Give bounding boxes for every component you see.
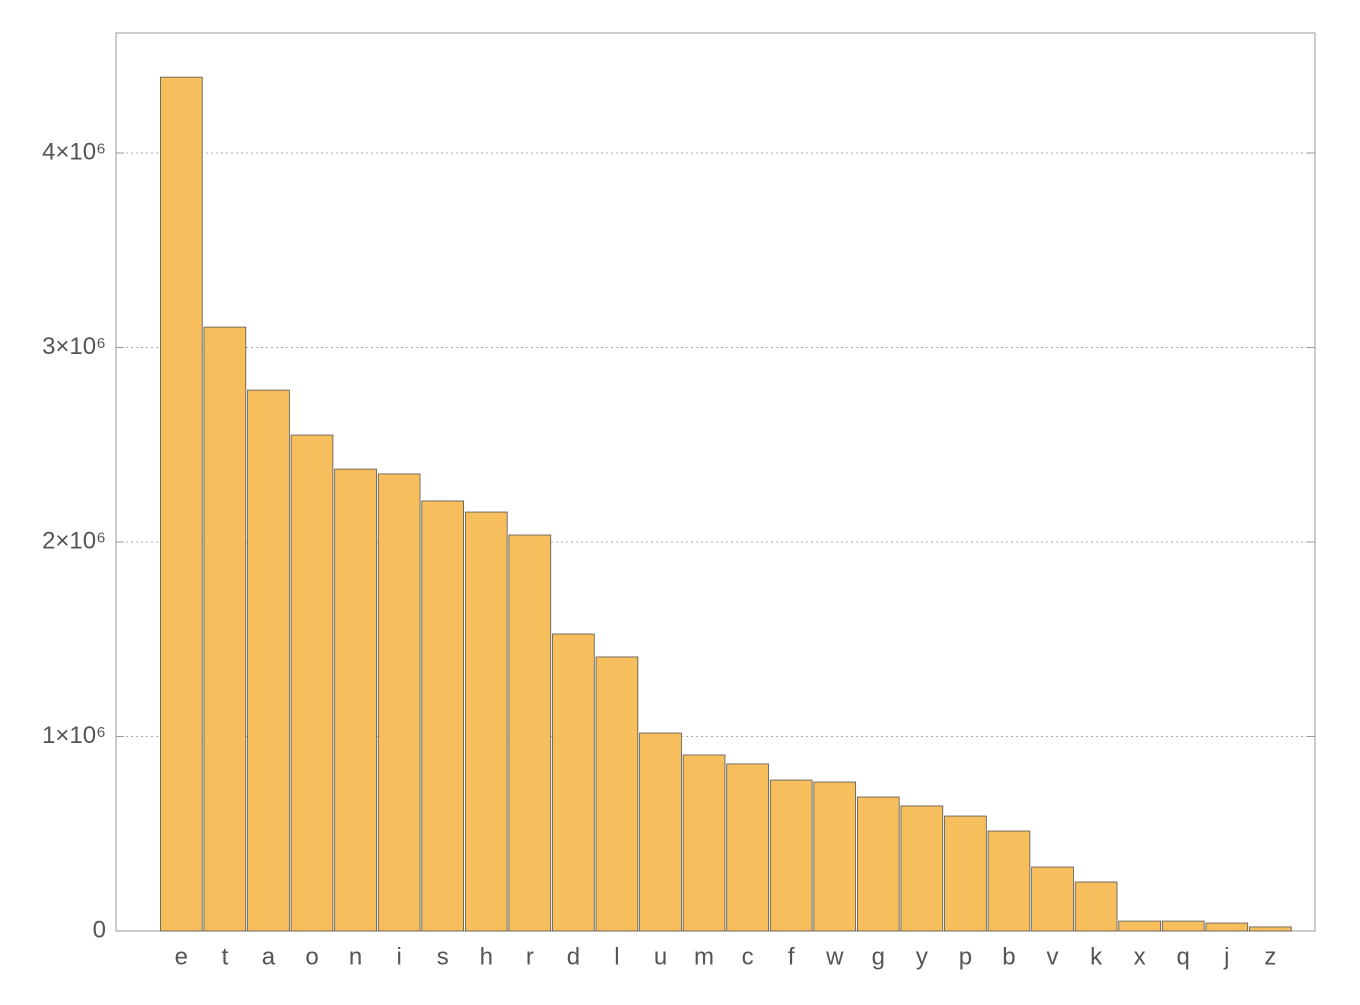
y-tick-label: 3×10⁶ [42, 333, 106, 360]
x-tick-label: r [526, 943, 534, 970]
x-tick-label: o [305, 943, 318, 970]
bar [1161, 920, 1205, 932]
bar [987, 830, 1031, 932]
x-tick-label: b [1002, 943, 1015, 970]
x-tick-label: p [959, 943, 972, 970]
x-tick-label: e [175, 943, 188, 970]
bar [552, 633, 595, 932]
y-tick-label: 0 [93, 916, 106, 943]
bar [639, 732, 682, 932]
x-tick-label: t [222, 943, 229, 970]
x-tick-label: x [1134, 943, 1146, 970]
bar [160, 76, 203, 932]
x-tick-label: d [567, 943, 580, 970]
bar [334, 468, 377, 932]
x-tick-label: m [694, 943, 714, 970]
y-tick-label: 4×10⁶ [42, 138, 106, 165]
x-tick-label: l [614, 943, 619, 970]
bar [595, 656, 639, 932]
x-tick-label: h [480, 943, 493, 970]
bar [813, 781, 857, 932]
bar [856, 796, 900, 932]
x-tick-label: k [1090, 943, 1103, 970]
bar [726, 763, 769, 932]
x-tick-label: u [654, 943, 667, 970]
bar [464, 511, 508, 932]
bar [377, 473, 421, 932]
x-tick-label: z [1264, 943, 1276, 970]
y-tick-label: 1×10⁶ [42, 722, 106, 749]
bar [1118, 920, 1161, 932]
bar [247, 389, 290, 932]
bar [1031, 866, 1074, 932]
x-tick-label: f [788, 943, 795, 970]
bar [900, 805, 944, 932]
x-tick-label: a [262, 943, 276, 970]
x-tick-label: j [1223, 943, 1229, 970]
bar [769, 779, 813, 932]
x-tick-label: g [872, 943, 885, 970]
x-tick-label: y [916, 943, 928, 970]
x-tick-label: i [396, 943, 401, 970]
bar [682, 754, 726, 932]
x-tick-label: q [1177, 943, 1190, 970]
bar [508, 534, 552, 932]
bar [290, 434, 334, 932]
bar [1249, 926, 1292, 932]
bar [944, 815, 987, 932]
x-tick-label: w [825, 943, 844, 970]
x-tick-label: v [1047, 943, 1059, 970]
bar [421, 500, 465, 932]
x-tick-label: c [742, 943, 754, 970]
bar [203, 326, 247, 932]
bar [1074, 881, 1118, 932]
x-tick-label: n [349, 943, 362, 970]
y-tick-label: 2×10⁶ [42, 527, 106, 554]
bar [1205, 922, 1249, 932]
x-tick-label: s [437, 943, 449, 970]
